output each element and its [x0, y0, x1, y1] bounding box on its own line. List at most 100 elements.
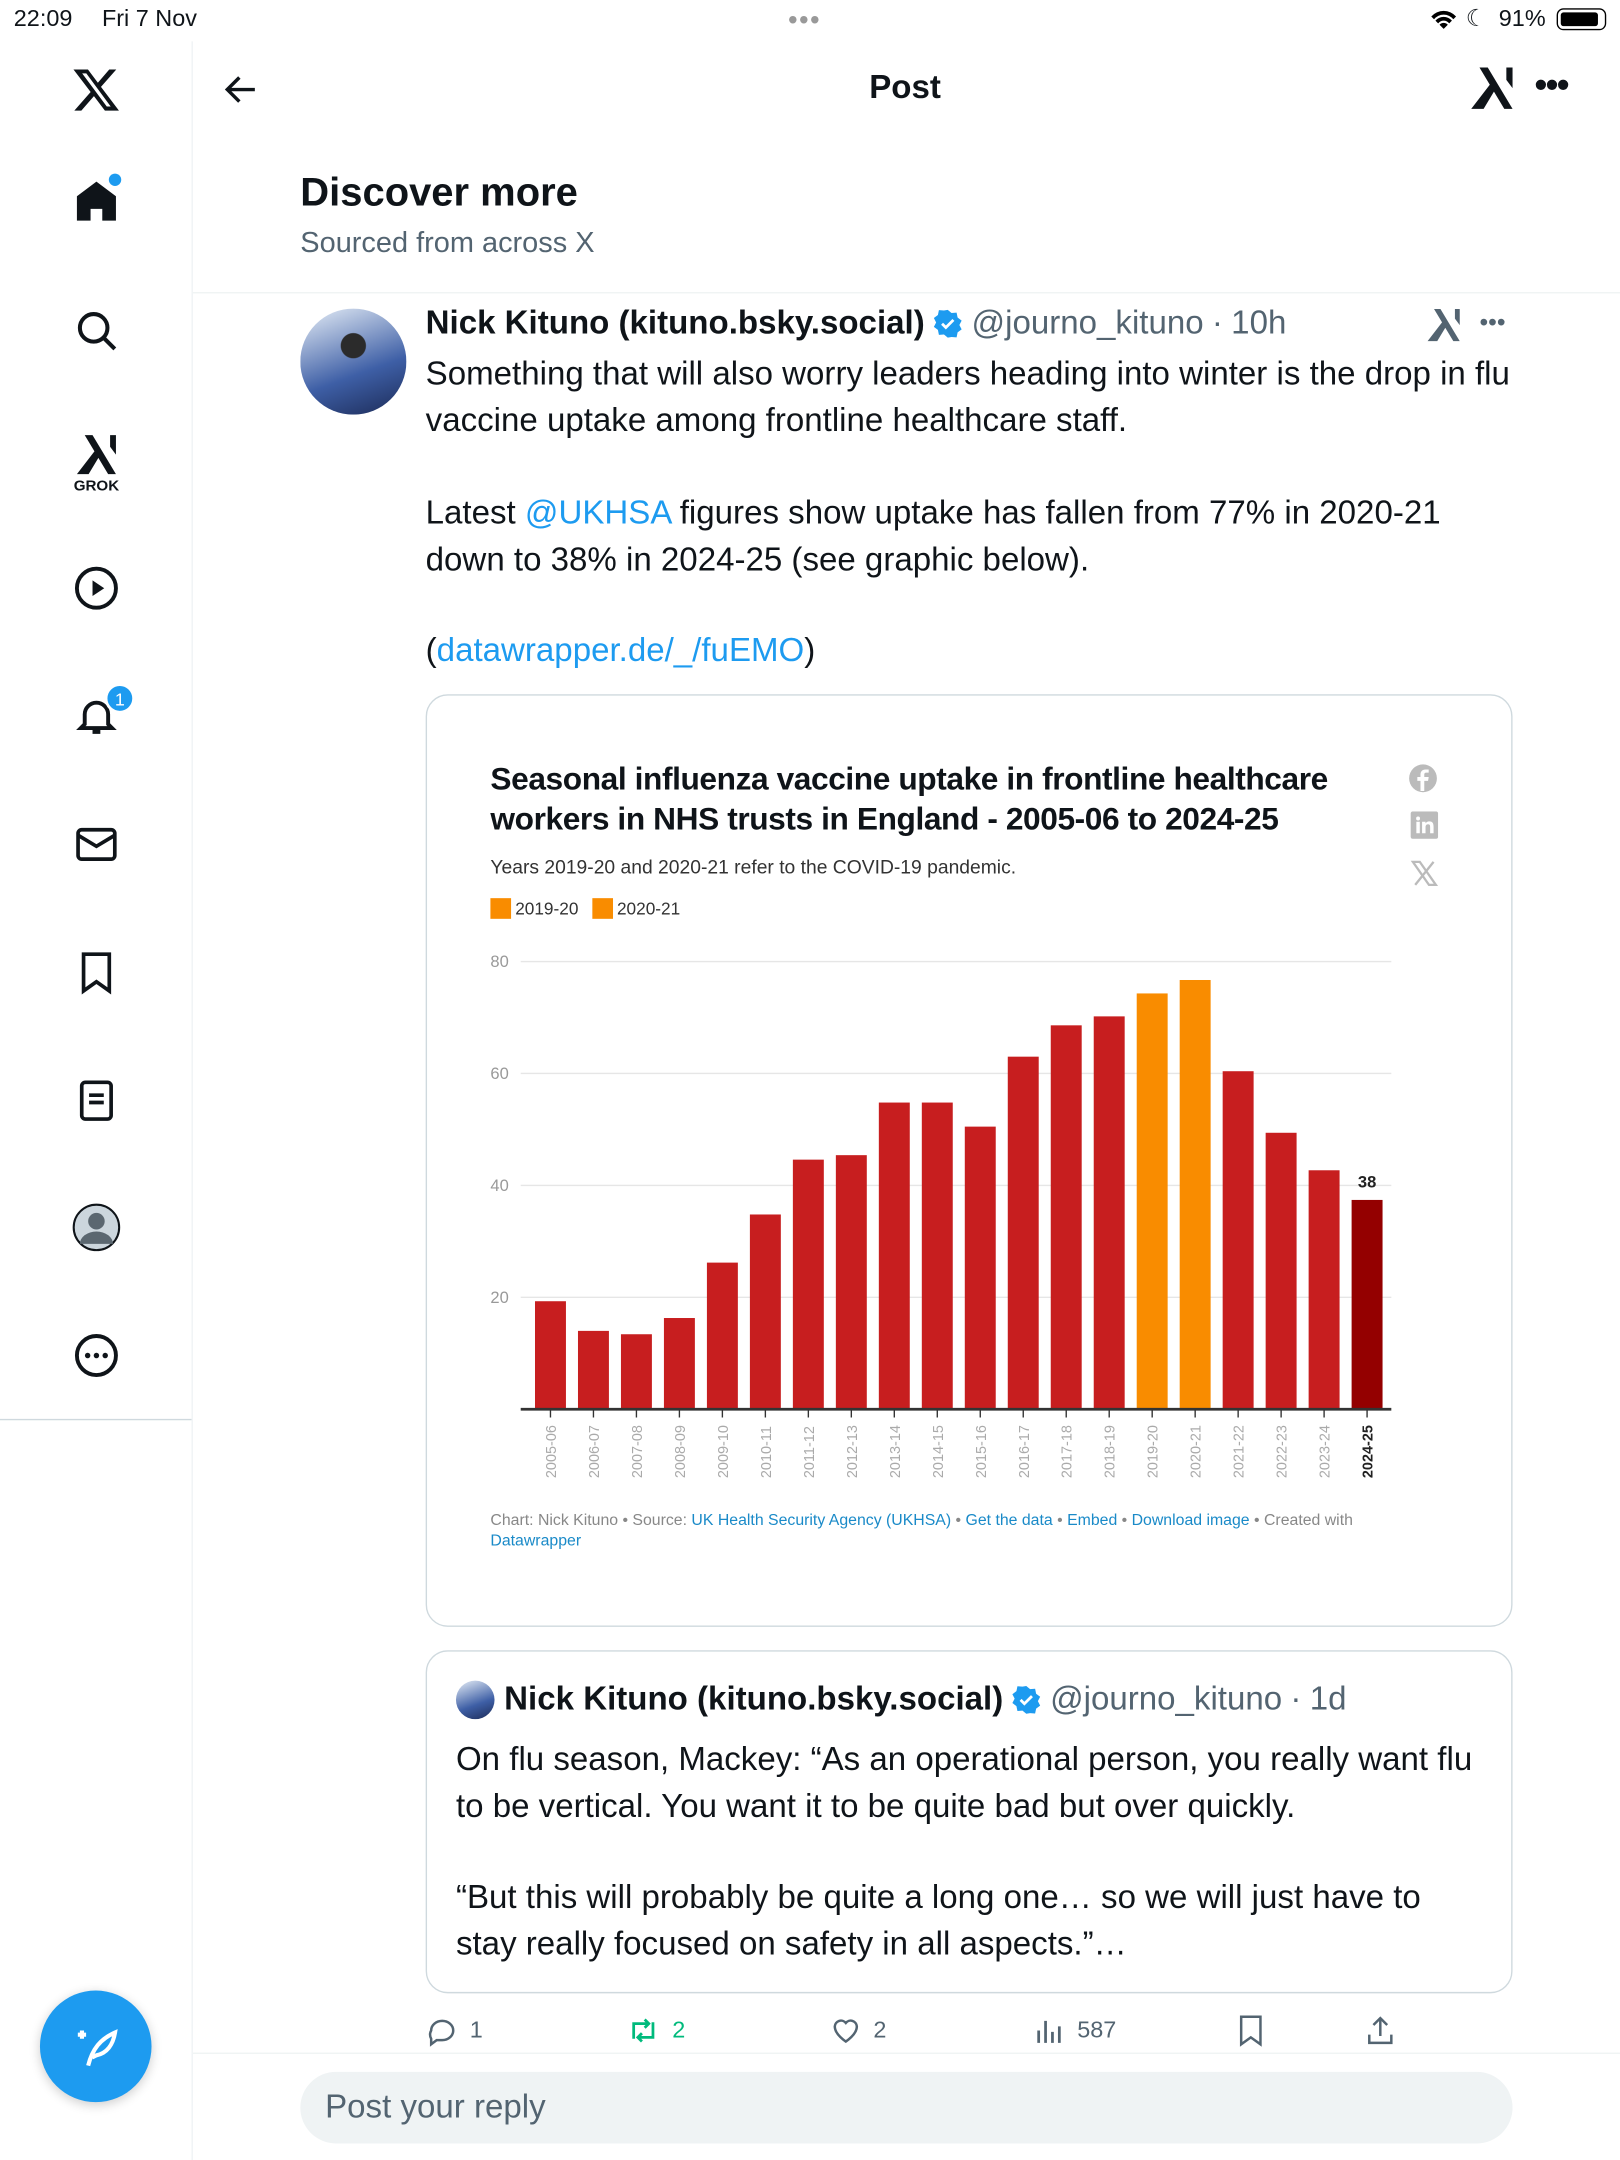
reply-placeholder: Post your reply — [325, 2088, 546, 2126]
sidebar-item-video[interactable] — [69, 561, 124, 616]
discover-subtitle: Sourced from across X — [300, 227, 595, 259]
x-tick-label: 2022-23 — [1275, 1425, 1291, 1478]
grok-icon — [1427, 309, 1460, 342]
sidebar-item-notifications[interactable]: 1 — [69, 683, 135, 744]
author-name[interactable]: Nick Kituno (kituno.bsky.social) — [425, 304, 925, 342]
status-date: Fri 7 Nov — [101, 5, 197, 32]
repost-button[interactable]: 2 — [625, 2014, 685, 2047]
bar — [835, 1155, 867, 1410]
quote-text-1: On flu season, Mackey: “As an operationa… — [455, 1741, 1473, 1826]
bookmark-button[interactable] — [1234, 2014, 1267, 2047]
bell-icon — [76, 700, 117, 734]
bar — [620, 1334, 652, 1410]
x-tick-label: 2011-12 — [802, 1426, 818, 1478]
reply-button[interactable]: 1 — [426, 2014, 483, 2047]
heart-icon — [833, 2019, 859, 2043]
list-icon — [79, 1080, 113, 1121]
x-tick-label: 2018-19 — [1103, 1425, 1119, 1478]
mail-icon — [76, 827, 117, 861]
mention-ukhsa[interactable]: @UKHSA — [524, 494, 671, 532]
chart-title: Seasonal influenza vaccine uptake in fro… — [490, 760, 1328, 837]
sidebar-item-lists[interactable] — [69, 1073, 124, 1128]
bar — [1136, 993, 1168, 1410]
post-more-button[interactable]: ••• — [1479, 308, 1506, 337]
get-data-link[interactable]: Get the data — [965, 1512, 1053, 1530]
x-tick-label: 2017-18 — [1060, 1425, 1076, 1478]
sidebar-item-grok[interactable]: GROK — [69, 427, 124, 499]
more-options-button[interactable]: ••• — [1534, 63, 1570, 105]
compose-feather-icon — [77, 2028, 117, 2066]
bar — [534, 1301, 566, 1410]
x-tick-label: 2006-07 — [587, 1425, 603, 1478]
post-time[interactable]: 10h — [1231, 304, 1287, 342]
embed-link[interactable]: Embed — [1067, 1512, 1118, 1530]
compose-post-button[interactable] — [39, 1990, 152, 2103]
bar — [706, 1262, 738, 1410]
bar — [1179, 979, 1211, 1410]
grok-button[interactable] — [1467, 63, 1517, 119]
bar — [577, 1330, 609, 1410]
battery-icon — [1556, 8, 1607, 31]
bar — [1351, 1199, 1383, 1410]
sidebar-item-explore[interactable] — [69, 303, 124, 358]
grok-explain-button[interactable] — [1424, 306, 1463, 351]
y-tick-label: 40 — [490, 1176, 508, 1195]
play-icon — [74, 566, 118, 610]
avatar-icon — [72, 1203, 121, 1252]
grok-label: GROK — [73, 478, 120, 495]
multitask-dots-icon[interactable]: ••• — [787, 5, 822, 36]
facebook-share-icon[interactable] — [1408, 763, 1438, 800]
verified-badge-icon — [934, 309, 963, 338]
like-button[interactable]: 2 — [829, 2014, 886, 2047]
x-share-icon[interactable] — [1410, 860, 1439, 894]
unread-dot — [108, 173, 122, 186]
battery-percent: 91% — [1498, 5, 1546, 32]
quote-text-2: “But this will probably be quite a long … — [455, 1878, 1421, 1964]
views-button[interactable]: 587 — [1033, 2014, 1116, 2047]
post-link-line: (datawrapper.de/_/fuEMO) — [425, 632, 816, 670]
x-tick-label: 2007-08 — [630, 1425, 646, 1478]
sidebar-item-home[interactable] — [69, 173, 124, 229]
x-tick-label: 2010-11 — [759, 1426, 775, 1478]
bar — [1093, 1016, 1125, 1410]
author-avatar[interactable] — [300, 308, 407, 415]
legend-item: 2020-21 — [592, 898, 680, 919]
back-button[interactable] — [220, 69, 261, 117]
author-handle[interactable]: @journo_kituno — [971, 304, 1204, 342]
datawrapper-link[interactable]: datawrapper.de/_/fuEMO — [436, 632, 805, 670]
x-tick-label: 2005-06 — [544, 1425, 560, 1478]
share-button[interactable] — [1364, 2014, 1397, 2047]
search-icon — [77, 312, 117, 351]
quoted-post[interactable] — [425, 1650, 1513, 1994]
x-tick-label: 2024-25 — [1361, 1425, 1377, 1478]
sidebar-item-bookmarks[interactable] — [69, 945, 124, 1000]
bar — [1050, 1025, 1082, 1410]
sidebar-item-messages[interactable] — [69, 817, 124, 872]
sidebar-item-more[interactable] — [69, 1328, 124, 1383]
datawrapper-credit-link[interactable]: Datawrapper — [490, 1533, 582, 1550]
bar — [1265, 1132, 1297, 1410]
chart-legend: 2019-20 2020-21 — [490, 898, 680, 919]
bar — [1308, 1170, 1340, 1410]
x-tick-label: 2023-24 — [1318, 1425, 1334, 1478]
bar — [1007, 1056, 1039, 1410]
source-link[interactable]: UK Health Security Agency (UKHSA) — [691, 1512, 952, 1530]
reply-input[interactable]: Post your reply — [300, 2071, 1513, 2144]
more-icon — [74, 1334, 118, 1377]
bar — [749, 1214, 781, 1410]
x-tick-label: 2021-22 — [1232, 1425, 1248, 1478]
x-logo-icon[interactable] — [69, 62, 124, 117]
bar — [878, 1102, 910, 1410]
repost-icon — [632, 2018, 655, 2043]
arrow-left-icon — [224, 76, 255, 103]
x-tick-label: 2014-15 — [931, 1425, 947, 1478]
linkedin-share-icon[interactable] — [1410, 811, 1439, 845]
sidebar-item-profile[interactable] — [69, 1200, 124, 1255]
chart-card[interactable] — [425, 694, 1513, 1627]
download-image-link[interactable]: Download image — [1131, 1512, 1250, 1530]
post-text-1: Something that will also worry leaders h… — [425, 355, 1510, 440]
quote-author-avatar — [455, 1680, 495, 1720]
x-tick-label: 2020-21 — [1189, 1425, 1205, 1478]
bar-chart: 20 40 60 80 2005-06 2006-07 2007-08 2008-09 2009… — [490, 952, 1392, 1478]
quote-time: 1d — [1309, 1680, 1347, 1718]
